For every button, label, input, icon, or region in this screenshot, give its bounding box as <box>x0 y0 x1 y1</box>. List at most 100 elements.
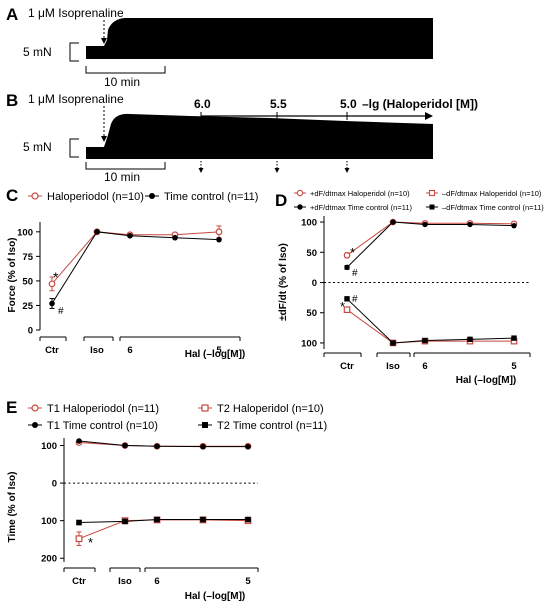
panel-letter-e: E <box>6 398 17 417</box>
y-tick-label: 50 <box>306 308 317 319</box>
legend-label: Haloperiodol (n=10) <box>47 191 144 203</box>
x-tick-label: Ctr <box>72 576 86 587</box>
x-tick-label: 5 <box>245 576 251 587</box>
legend-marker <box>32 422 38 428</box>
panel-d: D +dF/dtmax Haloperidol (n=10) +dF/dtmax… <box>275 189 544 386</box>
legend-label: T2 Haloperidol (n=10) <box>217 403 324 415</box>
y-tick-label: 25 <box>22 301 33 312</box>
force-trace-a <box>86 18 433 59</box>
force-scale-bar-b <box>69 138 79 158</box>
x-tick-label: 6 <box>127 345 132 356</box>
series-line <box>78 519 248 524</box>
series-line <box>78 519 249 540</box>
isoprenaline-arrow-a <box>101 38 107 44</box>
conc-label-5-0: 5.0 <box>340 97 357 111</box>
force-scale-label-b: 5 mN <box>23 140 52 154</box>
data-point <box>343 251 351 259</box>
data-point <box>343 306 351 314</box>
addition-arrows <box>198 161 350 173</box>
conc-label-5-5: 5.5 <box>270 97 287 111</box>
x-tick-label: 6 <box>154 576 159 587</box>
y-axis-label: ±dF/dt (% of Iso) <box>278 243 289 321</box>
y-tick-label: 100 <box>41 441 57 452</box>
legend-marker <box>297 204 303 210</box>
legend-marker <box>149 193 155 199</box>
legend-c: Haloperiodol (n=10) Time control (n=11) <box>28 191 258 203</box>
series-line <box>346 309 514 344</box>
force-scale-label-a: 5 mN <box>23 45 52 59</box>
legend-label: –dF/dtmax Time control (n=11) <box>442 203 544 212</box>
x-tick-label: Ctr <box>45 345 59 356</box>
legend-marker <box>429 204 435 210</box>
y-tick-label: 75 <box>22 252 33 263</box>
y-tick-label: 0 <box>28 326 33 337</box>
x-tick-label: Iso <box>118 576 132 587</box>
data-point <box>76 519 82 526</box>
x-tick-label: 5 <box>511 361 517 372</box>
data-point <box>216 236 222 243</box>
data-point <box>390 340 396 346</box>
panel-a: A 1 μM Isoprenaline 5 mN 10 min <box>6 5 433 89</box>
data-point <box>172 234 178 241</box>
data-point <box>245 516 251 523</box>
conc-label-6-0: 6.0 <box>194 97 211 111</box>
panel-letter-a: A <box>6 5 18 24</box>
y-tick-label: 50 <box>306 248 317 259</box>
x-tick-label: Ctr <box>340 361 354 372</box>
data-point <box>344 296 350 302</box>
legend-e: T1 Haloperiodol (n=11) T2 Haloperidol (n… <box>28 403 327 432</box>
legend-label: +dF/dtmax Haloperidol (n=10) <box>310 189 410 198</box>
legend-marker <box>201 404 209 412</box>
data-point <box>75 535 83 543</box>
y-axis-label: Time (% of Iso) <box>7 472 18 543</box>
legend-marker <box>31 192 39 200</box>
series-line <box>51 231 220 285</box>
x-axis-label: Hal (–log[M]) <box>456 375 517 386</box>
force-trace-b <box>86 113 433 159</box>
legend-marker <box>428 189 436 197</box>
legend-marker <box>202 422 208 428</box>
data-point <box>154 516 160 523</box>
y-tick-label: 100 <box>301 338 317 349</box>
y-tick-label: 200 <box>41 554 57 565</box>
panel-letter-d: D <box>275 191 287 210</box>
legend-label: T1 Haloperiodol (n=11) <box>47 403 159 415</box>
x-tick-label: Iso <box>90 345 104 356</box>
significance-hash: # <box>352 294 358 305</box>
data-point <box>200 516 206 523</box>
time-scale-bar-b <box>85 162 166 170</box>
legend-label: Time control (n=11) <box>164 191 258 203</box>
x-tick-label: Iso <box>386 361 400 372</box>
panel-letter-c: C <box>6 186 18 205</box>
data-point <box>511 335 517 341</box>
data-point <box>390 219 396 225</box>
x-tick-label: 5 <box>216 345 222 356</box>
data-point <box>48 280 56 288</box>
data-point <box>94 229 100 235</box>
haloperidol-axis-arrow <box>425 112 433 120</box>
data-point <box>245 443 251 450</box>
panel-b: B 1 μM Isoprenaline 5 mN 10 min 6.0 5.5 … <box>6 91 478 184</box>
x-axis-label: Hal (–log[M]) <box>185 349 246 360</box>
isoprenaline-label-a: 1 μM Isoprenaline <box>28 6 124 20</box>
panel-e: E T1 Haloperiodol (n=11) T2 Haloperidol … <box>6 398 327 602</box>
data-point <box>215 228 223 236</box>
x-axis-label: Hal (–log[M]) <box>185 591 246 602</box>
time-scale-bar-a <box>85 66 166 74</box>
isoprenaline-label-b: 1 μM Isoprenaline <box>28 92 124 106</box>
data-point <box>76 438 82 444</box>
data-point <box>122 442 128 449</box>
panel-letter-b: B <box>6 91 18 110</box>
legend-label: T1 Time control (n=10) <box>47 420 158 432</box>
panel-c: C Haloperiodol (n=10) Time control (n=11… <box>6 186 258 360</box>
legend-marker <box>296 189 304 197</box>
significance-star: * <box>350 245 355 260</box>
data-point <box>49 300 55 307</box>
data-point <box>122 518 128 525</box>
haloperidol-axis-label: –lg (Haloperidol [M]) <box>362 97 478 111</box>
y-tick-label: 100 <box>301 218 317 229</box>
isoprenaline-arrow-b <box>101 136 107 142</box>
data-point <box>422 221 428 228</box>
y-tick-label: 100 <box>41 516 57 527</box>
